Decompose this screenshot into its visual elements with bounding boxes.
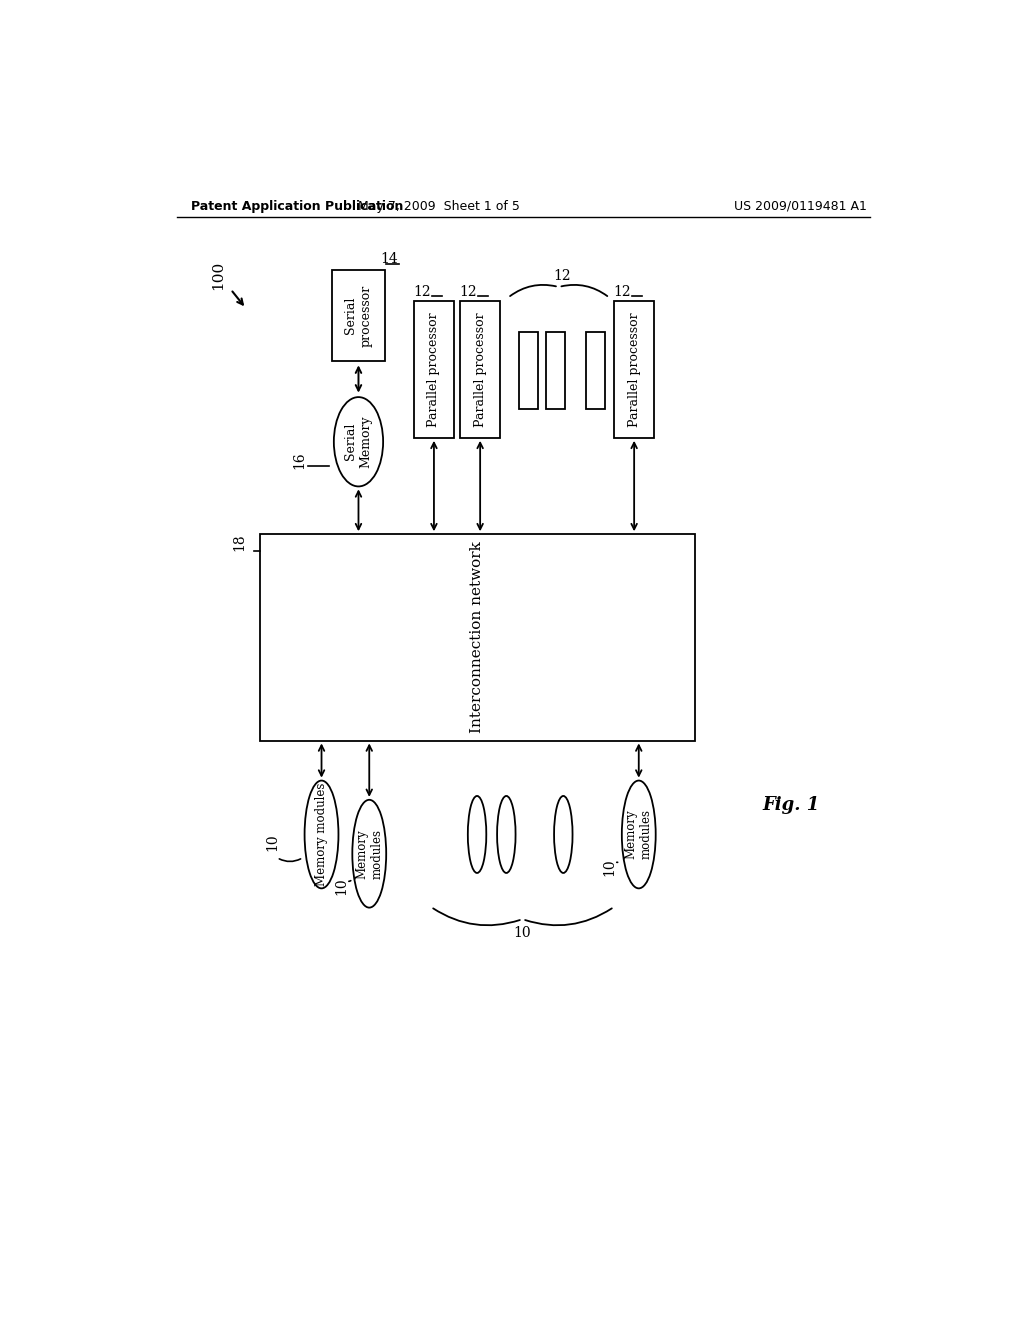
Text: Serial
Memory: Serial Memory [344,416,373,469]
Bar [260,535,695,741]
Text: Memory
modules: Memory modules [625,809,652,859]
Text: 14: 14 [381,252,398,267]
Bar [460,301,500,438]
Ellipse shape [497,796,515,873]
Ellipse shape [334,397,383,486]
Text: 10: 10 [335,878,348,895]
Text: 12: 12 [414,285,431,298]
Ellipse shape [554,796,572,873]
Text: 10: 10 [265,833,280,851]
Text: Parallel processor: Parallel processor [628,312,641,426]
Text: Interconnection network: Interconnection network [470,541,484,734]
Text: 10: 10 [602,858,616,875]
Text: 12: 12 [554,269,571,284]
Ellipse shape [304,780,339,888]
Text: Memory
modules: Memory modules [355,829,383,879]
Text: Fig. 1: Fig. 1 [762,796,819,814]
Bar [587,331,605,409]
Text: 18: 18 [232,533,246,550]
Ellipse shape [352,800,386,908]
Text: Parallel processor: Parallel processor [474,312,486,426]
Text: 100: 100 [211,261,225,290]
Bar [614,301,654,438]
Bar [519,331,538,409]
Text: May 7, 2009  Sheet 1 of 5: May 7, 2009 Sheet 1 of 5 [357,199,519,213]
Bar [414,301,454,438]
Text: 16: 16 [292,451,306,469]
Text: 12: 12 [613,285,631,298]
Text: Serial
processor: Serial processor [344,284,373,347]
Bar [333,271,385,360]
Text: Patent Application Publication: Patent Application Publication [190,199,403,213]
Text: US 2009/0119481 A1: US 2009/0119481 A1 [734,199,867,213]
Text: Parallel processor: Parallel processor [427,312,440,426]
Bar [547,331,565,409]
Text: 10: 10 [514,927,531,940]
Ellipse shape [622,780,655,888]
Ellipse shape [468,796,486,873]
Text: Memory modules: Memory modules [315,783,328,886]
Text: 12: 12 [460,285,477,298]
